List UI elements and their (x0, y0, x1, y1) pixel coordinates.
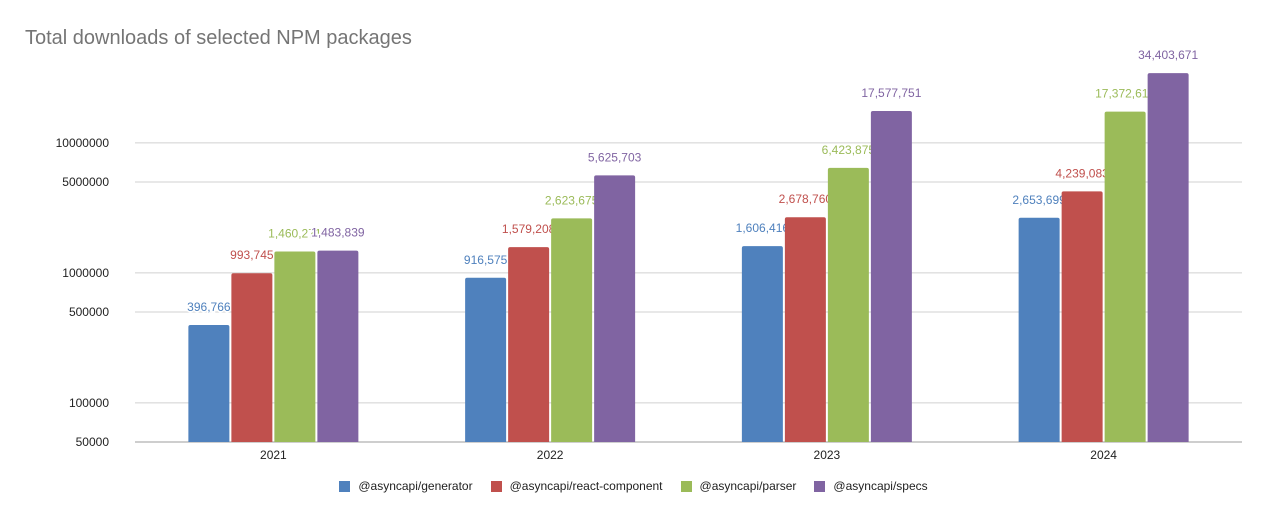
legend-item[interactable]: @asyncapi/parser (680, 479, 797, 493)
legend-label: @asyncapi/specs (833, 479, 928, 493)
y-tick-label: 50000 (76, 435, 110, 449)
data-label: 34,403,671 (1138, 48, 1198, 62)
legend-item[interactable]: @asyncapi/generator (339, 479, 473, 493)
y-tick-label: 100000 (69, 396, 109, 410)
bar-asyncapiparser-2024 (1104, 111, 1146, 442)
data-label: 916,575 (464, 253, 508, 267)
data-label: 17,372,617 (1095, 87, 1155, 101)
data-label: 5,625,703 (588, 150, 642, 164)
x-tick-label: 2021 (260, 448, 287, 462)
legend-item[interactable]: @asyncapi/specs (814, 479, 928, 493)
data-label: 4,239,083 (1055, 166, 1109, 180)
legend-label: @asyncapi/generator (358, 479, 473, 493)
bar-asyncapiparser-2022 (551, 218, 593, 442)
x-tick-label: 2022 (537, 448, 564, 462)
bar-asyncapispecs-2024 (1147, 73, 1189, 442)
legend-label: @asyncapi/parser (699, 479, 797, 493)
data-label: 1,606,416 (736, 221, 790, 235)
bar-asyncapispecs-2023 (870, 111, 912, 442)
y-tick-label: 1000000 (62, 266, 109, 280)
bar-asyncapigenerator-2022 (465, 277, 507, 442)
data-label: 1,483,839 (311, 226, 365, 240)
bar-asyncapireact-component-2024 (1061, 191, 1103, 442)
legend-swatch (339, 480, 351, 492)
legend-swatch (680, 480, 692, 492)
y-tick-label: 500000 (69, 305, 109, 319)
legend-swatch (490, 480, 502, 492)
bar-asyncapispecs-2022 (594, 175, 636, 442)
bar-asyncapireact-component-2023 (784, 217, 826, 442)
bar-asyncapireact-component-2022 (508, 247, 550, 442)
bar-asyncapiparser-2021 (274, 251, 316, 442)
bar-asyncapigenerator-2021 (188, 325, 230, 442)
y-tick-label: 5000000 (62, 175, 109, 189)
data-label: 396,766 (187, 300, 231, 314)
legend-swatch (814, 480, 826, 492)
data-label: 2,678,760 (779, 192, 833, 206)
chart-plot: 50000 100000 500000 1000000 5000000 10000000 2… (56, 47, 1242, 462)
bar-asyncapiparser-2023 (827, 167, 869, 442)
x-tick-label: 2024 (1090, 448, 1117, 462)
legend-label: @asyncapi/react-component (509, 479, 663, 493)
bar-asyncapigenerator-2024 (1018, 217, 1060, 442)
bar-asyncapigenerator-2023 (741, 246, 783, 442)
chart-title: Total downloads of selected NPM packages (25, 27, 412, 49)
bar-asyncapireact-component-2021 (231, 273, 273, 442)
data-label: 6,423,875 (822, 143, 876, 157)
x-tick-label: 2023 (814, 448, 841, 462)
legend: @asyncapi/generator @asyncapi/react-compo… (0, 479, 1267, 493)
data-label: 2,653,699 (1012, 193, 1066, 207)
data-label: 1,460,271 (268, 226, 322, 240)
data-label: 993,745 (230, 248, 274, 262)
y-tick-label: 10000000 (56, 136, 110, 150)
data-label: 2,623,675 (545, 193, 599, 207)
bar-asyncapispecs-2021 (317, 250, 359, 442)
data-label: 1,579,208 (502, 222, 556, 236)
data-label: 17,577,751 (861, 86, 921, 100)
legend-item[interactable]: @asyncapi/react-component (490, 479, 663, 493)
